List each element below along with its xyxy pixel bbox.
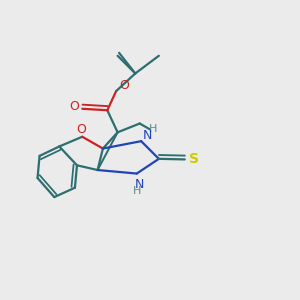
Text: O: O [76, 123, 86, 136]
Text: N: N [135, 178, 144, 191]
Text: O: O [119, 79, 129, 92]
Text: O: O [69, 100, 79, 113]
Text: N: N [143, 129, 152, 142]
Text: H: H [149, 124, 157, 134]
Text: S: S [189, 152, 199, 166]
Text: H: H [133, 186, 141, 196]
